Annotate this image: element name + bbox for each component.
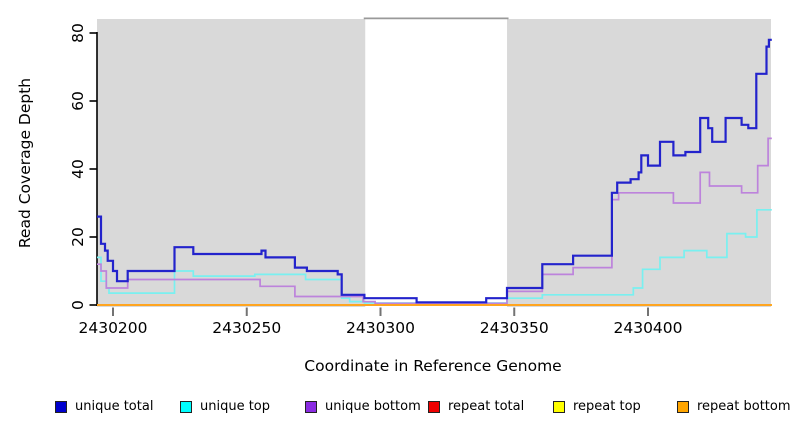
x-axis-title: Coordinate in Reference Genome [304, 357, 561, 375]
y-tick-label: 80 [69, 23, 87, 43]
x-tick-label: 2430300 [346, 319, 415, 337]
x-tick-label: 2430200 [78, 319, 147, 337]
y-tick-label: 40 [69, 159, 87, 179]
series-unique-bottom [97, 137, 772, 305]
y-tick-label: 60 [69, 91, 87, 111]
y-tick-label: 20 [69, 227, 87, 247]
y-tick-label: 0 [69, 300, 87, 310]
x-tick-label: 2430400 [613, 319, 682, 337]
uncovered-region [365, 17, 508, 307]
y-axis-title: Read Coverage Depth [16, 78, 34, 248]
x-tick-label: 2430250 [212, 319, 281, 337]
series-unique-total [97, 38, 772, 304]
x-tick-label: 2430350 [480, 319, 549, 337]
